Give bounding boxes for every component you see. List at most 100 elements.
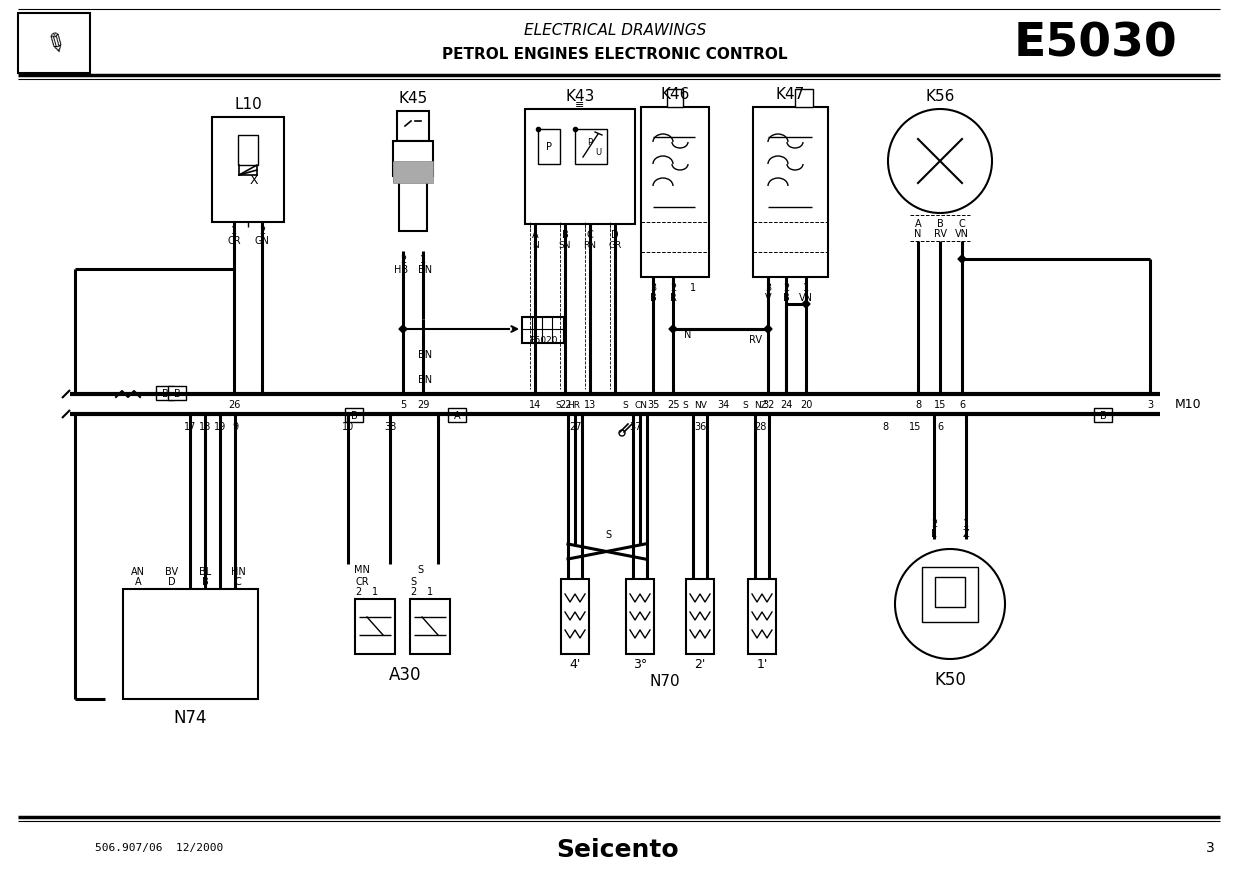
Bar xyxy=(687,579,714,654)
Text: E5030: E5030 xyxy=(1013,21,1176,66)
Text: L10: L10 xyxy=(234,97,262,112)
Text: CR: CR xyxy=(355,577,369,586)
Text: 26: 26 xyxy=(228,400,240,409)
Text: 25: 25 xyxy=(667,400,679,409)
Text: 2: 2 xyxy=(931,519,938,528)
Text: K45: K45 xyxy=(398,90,428,105)
Bar xyxy=(345,409,362,423)
Text: S: S xyxy=(742,400,748,409)
Polygon shape xyxy=(957,256,966,264)
Text: N74: N74 xyxy=(173,708,207,726)
Text: 22: 22 xyxy=(559,400,571,409)
Text: 2: 2 xyxy=(355,586,361,596)
Text: 32: 32 xyxy=(762,400,774,409)
Text: 37: 37 xyxy=(628,422,641,432)
Text: 1: 1 xyxy=(803,283,809,292)
Bar xyxy=(393,162,433,184)
Text: 15: 15 xyxy=(909,422,922,432)
Polygon shape xyxy=(802,300,810,308)
Text: K43: K43 xyxy=(565,89,595,104)
Text: N: N xyxy=(532,240,538,249)
Text: 38: 38 xyxy=(383,422,396,432)
Text: S: S xyxy=(605,529,611,539)
Bar xyxy=(397,112,429,142)
Bar xyxy=(562,579,589,654)
Text: M10: M10 xyxy=(1175,398,1201,411)
Text: 8: 8 xyxy=(882,422,888,432)
Text: 35: 35 xyxy=(647,400,659,409)
Text: R: R xyxy=(669,292,677,303)
Polygon shape xyxy=(400,325,407,333)
Text: 2: 2 xyxy=(259,226,265,236)
Bar xyxy=(19,14,90,74)
Text: 1: 1 xyxy=(427,586,433,596)
Bar xyxy=(168,386,186,401)
Text: 20: 20 xyxy=(800,400,813,409)
Text: A: A xyxy=(135,577,141,586)
Text: K50: K50 xyxy=(934,670,966,688)
Text: 24: 24 xyxy=(779,400,792,409)
Text: K47: K47 xyxy=(776,87,804,101)
Text: BN: BN xyxy=(418,375,432,384)
Text: CN: CN xyxy=(635,400,647,409)
Text: B: B xyxy=(1100,410,1106,420)
Bar xyxy=(935,578,965,607)
Text: D: D xyxy=(168,577,176,586)
Bar xyxy=(448,409,466,423)
Text: ELECTRICAL DRAWINGS: ELECTRICAL DRAWINGS xyxy=(524,22,706,38)
Text: B: B xyxy=(936,219,944,229)
Text: BN: BN xyxy=(418,265,432,274)
Text: A: A xyxy=(914,219,922,229)
Text: PETROL ENGINES ELECTRONIC CONTROL: PETROL ENGINES ELECTRONIC CONTROL xyxy=(443,46,788,62)
Text: P: P xyxy=(588,138,593,147)
Text: P: P xyxy=(546,142,552,152)
Text: 2: 2 xyxy=(409,586,416,596)
Text: RV: RV xyxy=(934,229,946,239)
Text: HN: HN xyxy=(230,567,245,577)
Text: NV: NV xyxy=(694,400,708,409)
Text: 3°: 3° xyxy=(633,658,647,670)
Text: 6: 6 xyxy=(959,400,965,409)
Text: S: S xyxy=(417,564,423,574)
Text: 15: 15 xyxy=(934,400,946,409)
Bar xyxy=(409,599,450,654)
Text: K56: K56 xyxy=(925,89,955,104)
Text: A30: A30 xyxy=(388,665,422,683)
Text: 14: 14 xyxy=(529,400,541,409)
Bar xyxy=(400,177,427,232)
Text: A: A xyxy=(454,410,460,420)
Polygon shape xyxy=(669,325,677,333)
Text: VN: VN xyxy=(955,229,969,239)
Text: B: B xyxy=(649,292,657,303)
Text: 2: 2 xyxy=(783,283,789,292)
Text: 3: 3 xyxy=(1206,840,1215,854)
Text: S: S xyxy=(682,400,688,409)
Text: 8: 8 xyxy=(915,400,922,409)
Bar xyxy=(238,136,259,165)
Text: 506.907/06  12/2000: 506.907/06 12/2000 xyxy=(95,842,223,852)
Text: B: B xyxy=(202,577,208,586)
Text: VN: VN xyxy=(799,292,813,303)
Text: CR: CR xyxy=(228,236,241,246)
Text: BN: BN xyxy=(418,350,432,359)
Bar xyxy=(748,579,776,654)
Text: N: N xyxy=(914,229,922,239)
Text: RN: RN xyxy=(584,240,596,249)
Text: B: B xyxy=(783,292,789,303)
Text: 17: 17 xyxy=(184,422,197,432)
Text: 9: 9 xyxy=(233,422,238,432)
Text: V: V xyxy=(764,292,772,303)
Bar xyxy=(393,142,433,177)
Text: 1': 1' xyxy=(756,658,768,670)
Text: SN: SN xyxy=(559,240,571,249)
Bar xyxy=(538,130,560,164)
Bar xyxy=(641,108,709,278)
Text: GR: GR xyxy=(609,240,622,249)
Text: L: L xyxy=(931,528,936,538)
Text: MN: MN xyxy=(354,564,370,574)
Text: B: B xyxy=(162,389,168,399)
Text: U: U xyxy=(595,148,601,156)
Text: 4': 4' xyxy=(569,658,580,670)
Text: S: S xyxy=(409,577,416,586)
Text: GN: GN xyxy=(255,236,270,246)
